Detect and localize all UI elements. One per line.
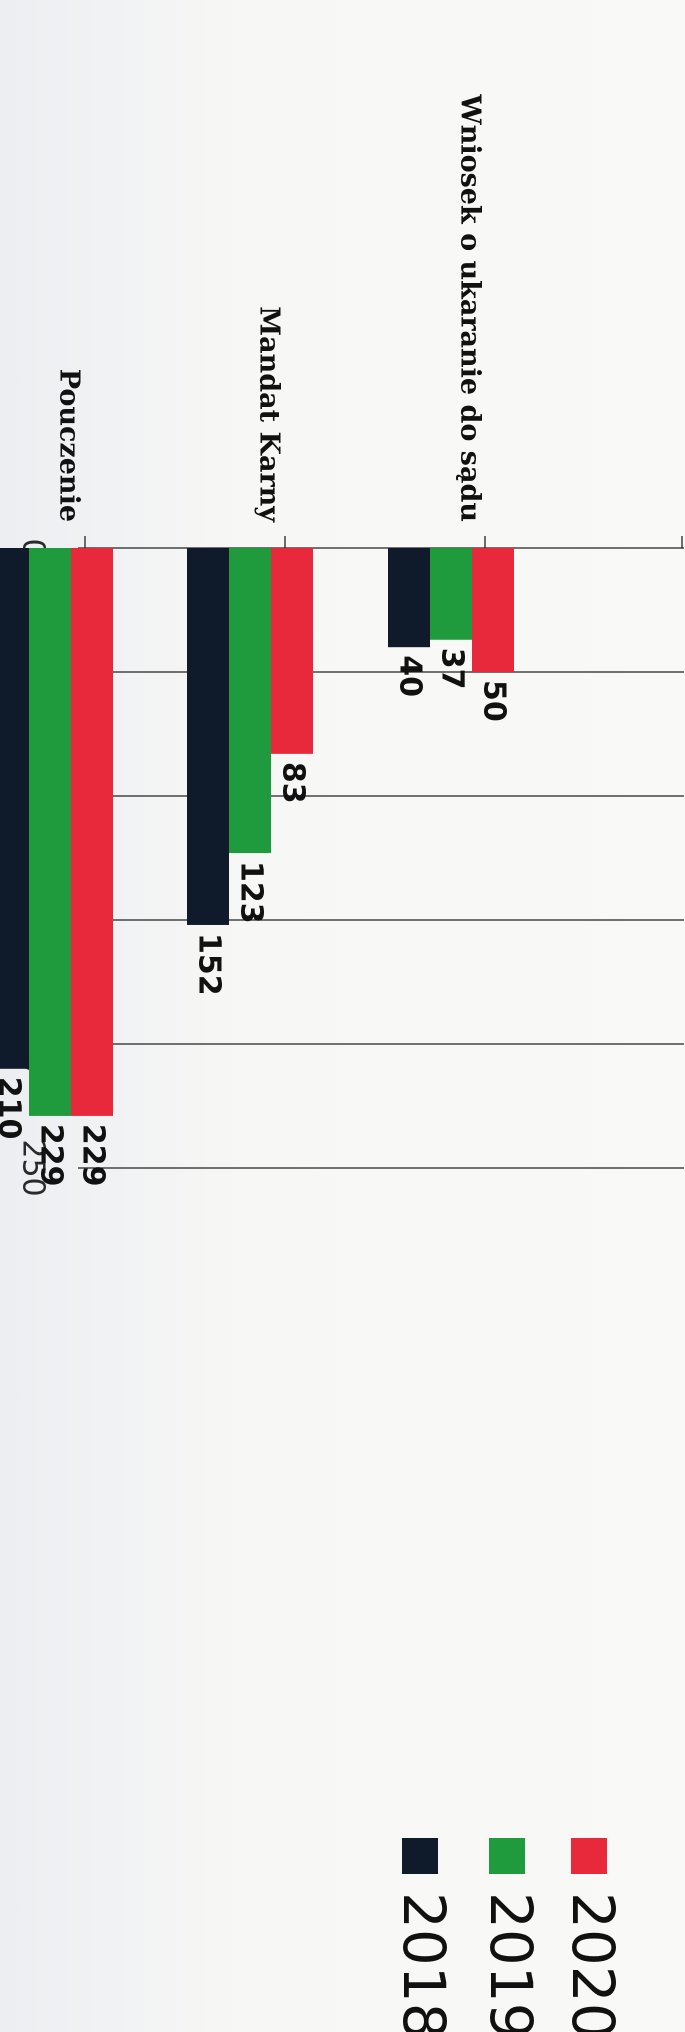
bar [271,548,313,754]
bar [430,548,472,640]
data-label: 40 [393,655,428,697]
data-label: 50 [477,680,512,722]
category-label: Mandat Karny [254,306,285,523]
bar [229,548,271,854]
bar [472,548,514,672]
bar [388,548,430,648]
bar [0,548,29,1069]
data-label: 229 [34,1124,69,1187]
category-label: Wniosek o ukaranie do sądu [455,93,486,522]
legend-label: 2019 [477,1892,545,2032]
bar [187,548,229,925]
data-label: 229 [76,1124,111,1187]
data-label: 37 [435,648,470,690]
category-label: Pouczenie [54,369,85,522]
data-label: 83 [276,762,311,804]
legend-swatch [489,1838,525,1874]
legend-label: 2018 [390,1892,458,2032]
legend-swatch [571,1838,607,1874]
legend-label: 2020 [559,1892,627,2032]
data-label: 210 [0,1077,27,1140]
data-label: 123 [234,861,269,924]
value-tick-label: 250 [16,1139,51,1196]
legend-swatch [402,1838,438,1874]
bar [71,548,113,1116]
data-label: 152 [192,933,227,996]
bar [29,548,71,1116]
